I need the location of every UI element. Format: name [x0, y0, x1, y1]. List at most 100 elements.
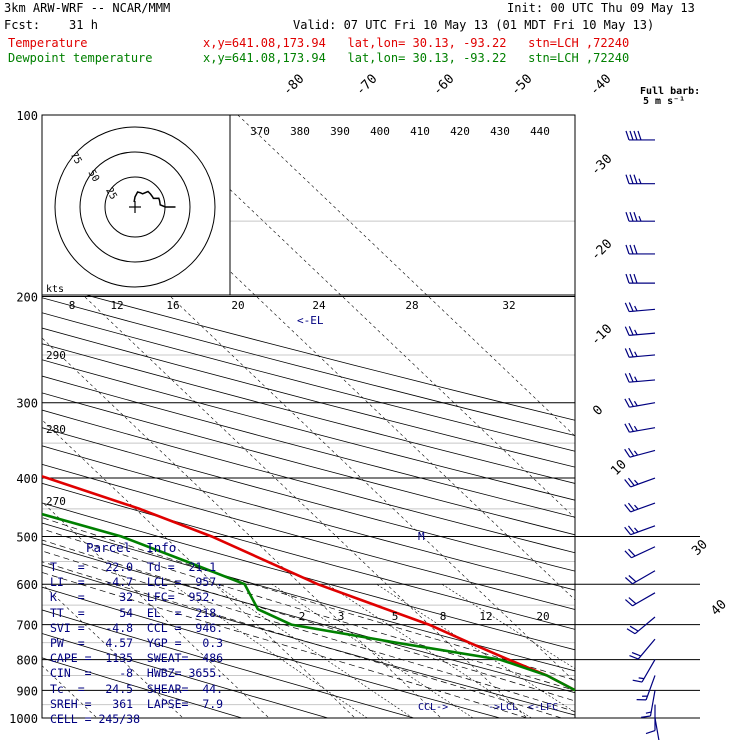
isotherm--10 [42, 419, 356, 718]
wind-barb-staff [649, 690, 656, 717]
wind-barb-flag [633, 244, 638, 255]
pressure-label-400: 400 [16, 472, 38, 486]
mixing-ratio-lower-label: 12 [479, 610, 492, 623]
dewpoint-location: x,y=641.08,173.94 lat,lon= 30.13, -93.22… [203, 51, 630, 65]
model-title: 3km ARW-WRF -- NCAR/MMM [4, 1, 171, 15]
wind-barb-flag [629, 273, 634, 284]
dry-adiabat [42, 633, 329, 718]
parcel-info-row: SVI = -4.8 CCL = 946. [50, 620, 224, 635]
wind-barb-staff [629, 402, 656, 408]
wind-barb-staff [630, 502, 656, 513]
wind-barb-staff [629, 332, 656, 336]
isotherm-label--50: -50 [508, 72, 535, 99]
isotherm-label--20: -20 [588, 237, 615, 264]
wind-barb-flag [624, 302, 630, 312]
mixing-ratio-upper-label: 28 [405, 299, 418, 312]
wind-barb-flag [627, 477, 635, 486]
wind-barb-half-flag [645, 711, 652, 714]
wind-barb-staff [629, 308, 656, 313]
wind-barb-flag [629, 130, 634, 141]
parcel-info-title: Parcel Info [86, 540, 177, 555]
mixing-ratio-lower-label: 8 [440, 610, 447, 623]
wind-barb-flag [628, 447, 635, 457]
wind-barb-flag [628, 548, 636, 557]
dry-adiabat [42, 482, 575, 630]
isotherm-0 [42, 337, 442, 718]
pressure-label-500: 500 [16, 530, 38, 544]
parcel-info-row: Tc = 24.5 SHEAR= 44. [50, 681, 224, 696]
wind-barb-flag [624, 479, 632, 488]
wind-barb-flag [624, 373, 630, 383]
mixing-ratio-lower-label: 2 [299, 610, 306, 623]
wind-barb-flag [633, 211, 638, 222]
wind-barb-flag [628, 397, 634, 407]
dry-adiabat [42, 445, 575, 591]
isotherm-label-0: 0 [590, 403, 606, 419]
wind-barb-staff [637, 638, 656, 660]
parcel-info-row: K = 32 LFC= 952. [50, 590, 217, 605]
isotherm-label-30: 30 [689, 537, 711, 559]
wind-barb-flag [628, 575, 637, 583]
moist-adiabat [42, 550, 575, 712]
wind-barb-half-flag [638, 178, 642, 184]
mixing-ratio-lower-label: 5 [392, 610, 399, 623]
theta-e-label: 270 [46, 495, 66, 508]
lcl-marker: ->LCL [488, 702, 518, 713]
dry-adiabat [42, 327, 575, 468]
pressure-label-200: 200 [16, 291, 38, 305]
mixing-ratio-upper-label: 8 [69, 299, 76, 312]
parcel-info-row: CELL = 245/38 [50, 712, 141, 726]
isotherm-10 [42, 255, 528, 718]
isotherm-label--70: -70 [353, 72, 380, 99]
mixing-ratio-upper-label: 12 [110, 299, 123, 312]
mixing-ratio-lower-label: 20 [536, 610, 549, 623]
mixing-ratio-upper-label: 16 [166, 299, 179, 312]
moist-adiabat [42, 561, 562, 718]
pressure-label-300: 300 [16, 397, 38, 411]
wind-barb-staff [632, 592, 656, 607]
dewpoint-legend: Dewpoint temperature [8, 51, 153, 65]
wind-barb-flag [633, 174, 638, 184]
theta-label-440: 440 [530, 125, 550, 138]
wind-barb-flag [627, 525, 635, 534]
wind-barb-flag [624, 550, 632, 559]
hodograph-ring-label: 75 [68, 150, 84, 166]
barb-legend-line2: 5 m s⁻¹ [643, 96, 685, 107]
parcel-info-panel: Parcel Info T = 22.0 Td = 21.1 LI = -4.7 … [42, 536, 236, 730]
wind-barb-flag [625, 211, 630, 222]
moist-adiabat [42, 539, 575, 702]
pressure-label-600: 600 [16, 578, 38, 592]
parcel-info-row: LI = -4.7 LCL = 957. [50, 575, 224, 590]
dry-adiabat [42, 282, 575, 421]
wind-barb-half-flag [634, 305, 638, 312]
isotherm-label--10: -10 [588, 322, 615, 349]
wind-barb-flag [624, 448, 631, 458]
pressure-label-800: 800 [16, 654, 38, 668]
wind-barb-staff [629, 379, 656, 383]
dry-adiabat [42, 343, 575, 484]
wind-barb-flag [628, 597, 637, 605]
pressure-label-1000: 1000 [9, 712, 38, 726]
pressure-label-900: 900 [16, 684, 38, 698]
hodograph-ring-label: 50 [86, 168, 102, 184]
mixing-ratio-line [171, 583, 368, 718]
wind-barb-flag [624, 599, 633, 607]
theta-label-420: 420 [450, 125, 470, 138]
temperature-location: x,y=641.08,173.94 lat,lon= 30.13, -93.22… [203, 36, 630, 50]
isotherm--50 [0, 115, 11, 718]
isotherm-label--30: -30 [588, 152, 615, 179]
m-marker: M [418, 530, 425, 543]
forecast-hour: Fcst: 31 h [4, 18, 98, 32]
hodograph-ring-label: 25 [103, 186, 119, 202]
wind-barb-staff [630, 477, 656, 488]
wind-barb-staff [645, 675, 656, 701]
wind-barb-flag [625, 244, 630, 255]
wind-barb-flag [629, 244, 634, 255]
mixing-ratio-lower-label: 3 [338, 610, 345, 623]
wind-barb-flag [624, 326, 630, 336]
theta-e-label: 280 [46, 423, 66, 436]
dry-adiabat [42, 564, 575, 716]
hodograph-ring [79, 151, 191, 263]
wind-barb-flag [628, 302, 634, 312]
wind-barb-flag [629, 655, 639, 660]
